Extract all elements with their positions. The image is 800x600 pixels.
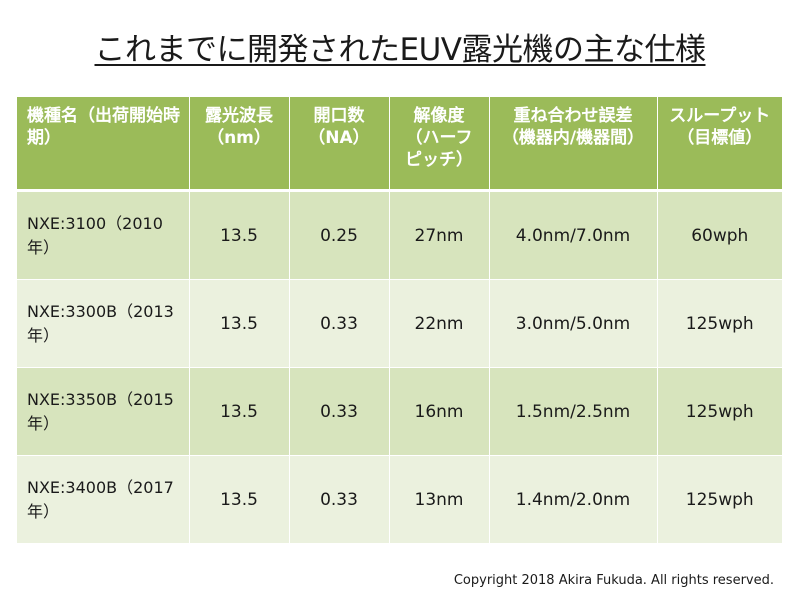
- table-row: NXE:3400B（2017年） 13.5 0.33 13nm 1.4nm/2.…: [17, 455, 782, 544]
- cell-wavelength: 13.5: [189, 279, 290, 368]
- cell-numerical-aperture: 0.25: [289, 190, 390, 280]
- cell-resolution: 27nm: [389, 190, 490, 280]
- header-overlay-error: 重ね合わせ誤差（機器内/機器間）: [489, 97, 658, 192]
- header-numerical-aperture: 開口数（NA）: [289, 97, 390, 192]
- cell-throughput: 60wph: [657, 190, 782, 280]
- cell-throughput: 125wph: [657, 455, 782, 544]
- copyright-notice: Copyright 2018 Akira Fukuda. All rights …: [453, 573, 774, 588]
- cell-overlay-error: 1.4nm/2.0nm: [489, 455, 658, 544]
- spec-table: 機種名（出荷開始時期） 露光波長（nm） 開口数（NA） 解像度（ハーフピッチ）…: [17, 97, 782, 544]
- cell-numerical-aperture: 0.33: [289, 279, 390, 368]
- cell-throughput: 125wph: [657, 279, 782, 368]
- header-model: 機種名（出荷開始時期）: [17, 97, 190, 192]
- cell-model: NXE:3100（2010年）: [17, 190, 190, 280]
- cell-overlay-error: 3.0nm/5.0nm: [489, 279, 658, 368]
- cell-wavelength: 13.5: [189, 455, 290, 544]
- cell-wavelength: 13.5: [189, 190, 290, 280]
- table-row: NXE:3100（2010年） 13.5 0.25 27nm 4.0nm/7.0…: [17, 190, 782, 280]
- cell-numerical-aperture: 0.33: [289, 367, 390, 456]
- table-row: NXE:3300B（2013年） 13.5 0.33 22nm 3.0nm/5.…: [17, 279, 782, 368]
- cell-wavelength: 13.5: [189, 367, 290, 456]
- slide-title-text: これまでに開発されたEUV露光機の主な仕様: [94, 32, 706, 68]
- cell-model: NXE:3400B（2017年）: [17, 455, 190, 544]
- cell-resolution: 16nm: [389, 367, 490, 456]
- header-wavelength: 露光波長（nm）: [189, 97, 290, 192]
- cell-model: NXE:3300B（2013年）: [17, 279, 190, 368]
- cell-overlay-error: 4.0nm/7.0nm: [489, 190, 658, 280]
- cell-model: NXE:3350B（2015年）: [17, 367, 190, 456]
- header-throughput: スループット（目標値）: [657, 97, 782, 192]
- slide-title: これまでに開発されたEUV露光機の主な仕様: [0, 30, 800, 70]
- cell-resolution: 13nm: [389, 455, 490, 544]
- table-row: NXE:3350B（2015年） 13.5 0.33 16nm 1.5nm/2.…: [17, 367, 782, 456]
- header-resolution: 解像度（ハーフピッチ）: [389, 97, 490, 192]
- cell-throughput: 125wph: [657, 367, 782, 456]
- cell-resolution: 22nm: [389, 279, 490, 368]
- cell-overlay-error: 1.5nm/2.5nm: [489, 367, 658, 456]
- cell-numerical-aperture: 0.33: [289, 455, 390, 544]
- table-header-row: 機種名（出荷開始時期） 露光波長（nm） 開口数（NA） 解像度（ハーフピッチ）…: [17, 97, 782, 192]
